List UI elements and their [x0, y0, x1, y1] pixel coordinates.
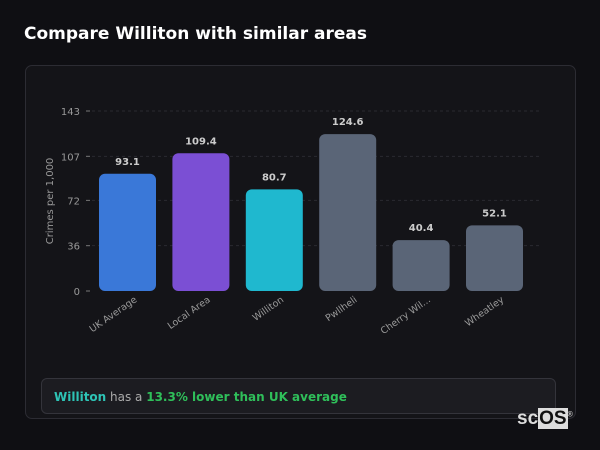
bar-cherry-wil-: [392, 240, 450, 291]
y-tick-label: 0: [74, 287, 80, 298]
data-label: 80.7: [262, 172, 287, 183]
bar-pwllheli: [319, 134, 377, 291]
page-title: Compare Williton with similar areas: [24, 24, 367, 44]
y-tick-label: 107: [61, 152, 80, 163]
x-tick-label: UK Average: [88, 294, 140, 335]
summary-area: Williton: [54, 390, 107, 404]
y-tick-label: 72: [67, 196, 80, 207]
y-axis-label: Crimes per 1,000: [45, 158, 56, 245]
summary-box: Williton has a 13.3% lower than UK avera…: [41, 378, 556, 414]
data-label: 52.1: [482, 208, 507, 219]
x-tick-label: Cherry Wil...: [379, 294, 433, 336]
y-tick-label: 143: [61, 107, 80, 118]
x-tick-label: Pwllheli: [324, 294, 360, 324]
data-label: 109.4: [185, 136, 217, 147]
bar-wheatley: [466, 225, 523, 291]
bar-uk-average: [99, 173, 156, 291]
bar-williton: [245, 189, 303, 291]
data-label: 93.1: [115, 157, 140, 168]
x-tick-label: Local Area: [166, 294, 213, 331]
summary-comparison: 13.3% lower than UK average: [146, 390, 347, 404]
data-label: 40.4: [409, 223, 434, 234]
data-label: 124.6: [332, 117, 364, 128]
x-tick-label: Wheatley: [463, 294, 506, 329]
y-tick-label: 36: [67, 242, 80, 253]
x-tick-label: Williton: [251, 294, 286, 323]
bar-local-area: [172, 153, 230, 291]
scos-logo: scOS®: [517, 408, 573, 429]
summary-text: has a: [106, 390, 147, 404]
